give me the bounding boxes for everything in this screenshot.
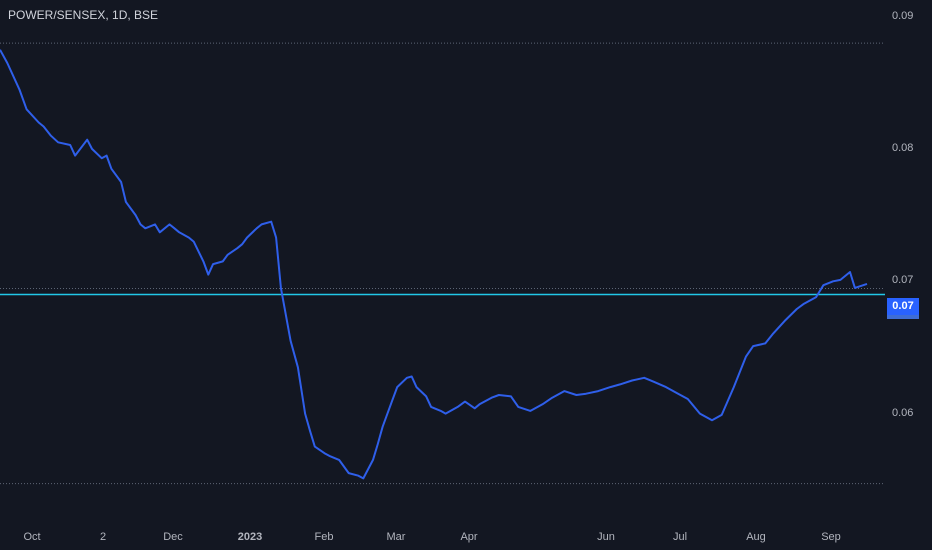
- symbol-title[interactable]: POWER/SENSEX, 1D, BSE: [8, 8, 159, 22]
- time-axis[interactable]: Oct 2 Dec 2023 Feb Mar Apr Jun Jul Aug Sep: [23, 531, 840, 543]
- x-tick-label: Jul: [673, 531, 687, 543]
- gridlines: [0, 42, 885, 485]
- y-tick-label: 0.09: [892, 10, 913, 22]
- x-tick-label: Aug: [746, 531, 766, 543]
- y-tick-label: 0.06: [892, 407, 913, 419]
- current-price-tag: 0.07: [887, 298, 919, 315]
- x-tick-label: Mar: [387, 531, 406, 543]
- x-tick-label: Sep: [821, 531, 841, 543]
- price-axis[interactable]: 0.09 0.08 0.07 0.06: [892, 10, 913, 419]
- price-tag-underlay: [887, 315, 919, 319]
- x-tick-label: Jun: [597, 531, 615, 543]
- x-tick-label: 2: [100, 531, 106, 543]
- y-tick-label: 0.07: [892, 274, 913, 286]
- x-tick-label: 2023: [238, 531, 262, 543]
- y-tick-label: 0.08: [892, 142, 913, 154]
- x-tick-label: Oct: [23, 531, 40, 543]
- x-tick-label: Feb: [315, 531, 334, 543]
- series-layer: [0, 49, 868, 480]
- x-tick-label: Dec: [163, 531, 183, 543]
- x-tick-label: Apr: [460, 531, 477, 543]
- series-line: [0, 49, 868, 480]
